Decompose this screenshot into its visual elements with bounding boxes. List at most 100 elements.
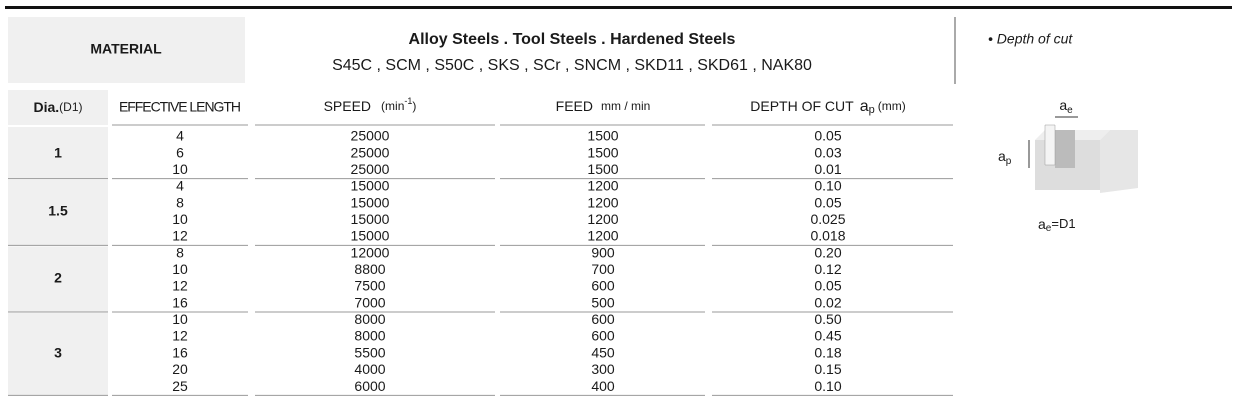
cell: 8800 bbox=[354, 261, 385, 277]
cell: 12 bbox=[172, 278, 188, 294]
cell: 0.10 bbox=[814, 378, 841, 394]
speed-unit: (min bbox=[381, 99, 404, 113]
cell: 1200 bbox=[587, 178, 618, 194]
cell: 300 bbox=[591, 361, 615, 377]
ap-symbol: a bbox=[998, 148, 1006, 164]
cell: 0.50 bbox=[814, 311, 841, 327]
cell: 600 bbox=[591, 311, 615, 327]
cell: 15000 bbox=[351, 194, 390, 210]
cell: 6000 bbox=[354, 378, 385, 394]
cell: 16 bbox=[172, 294, 188, 310]
note: • Depth of cut bbox=[988, 31, 1073, 47]
cell: 600 bbox=[591, 328, 615, 344]
cell: 15000 bbox=[351, 211, 390, 227]
depth-sub: p bbox=[869, 104, 875, 116]
feed-label: FEED bbox=[556, 98, 593, 114]
cell: 8000 bbox=[354, 328, 385, 344]
cell: 25000 bbox=[351, 144, 390, 160]
dia-cell bbox=[8, 313, 108, 396]
cell: 1200 bbox=[587, 228, 618, 244]
cell: 1500 bbox=[587, 128, 618, 144]
cell: 20 bbox=[172, 361, 188, 377]
cell: 6 bbox=[176, 144, 184, 160]
cell: 500 bbox=[591, 294, 615, 310]
cell: 25000 bbox=[351, 161, 390, 177]
dia-value: 1.5 bbox=[48, 203, 68, 219]
cell: 15000 bbox=[351, 178, 390, 194]
cell: 7500 bbox=[354, 278, 385, 294]
formula-rest: =D1 bbox=[1051, 216, 1075, 231]
ae-sub: e bbox=[1067, 105, 1073, 116]
cell: 4000 bbox=[354, 361, 385, 377]
cell: 0.03 bbox=[814, 144, 841, 160]
dia-cell bbox=[8, 179, 108, 246]
cell: 10 bbox=[172, 261, 188, 277]
depth-label: DEPTH OF CUT bbox=[750, 98, 854, 114]
cell: 25000 bbox=[351, 128, 390, 144]
length-header: EFFECTIVE LENGTH bbox=[119, 99, 241, 115]
dia-label: Dia. bbox=[33, 99, 59, 115]
cell: 700 bbox=[591, 261, 615, 277]
cell: 450 bbox=[591, 344, 615, 360]
depth-header: DEPTH OF CUT ap (mm) bbox=[750, 98, 905, 116]
cell: 10 bbox=[172, 311, 188, 327]
cell: 0.10 bbox=[814, 178, 841, 194]
cell: 25 bbox=[172, 378, 188, 394]
cell: 12 bbox=[172, 228, 188, 244]
dia-header-cell bbox=[8, 90, 108, 125]
depth-unit: (mm) bbox=[878, 99, 906, 113]
dia-cell bbox=[8, 127, 108, 179]
cell: 0.05 bbox=[814, 194, 841, 210]
dia-value: 2 bbox=[54, 269, 62, 285]
dia-value: 1 bbox=[54, 144, 62, 160]
ap-sub: p bbox=[1006, 156, 1012, 167]
cell: 0.15 bbox=[814, 361, 841, 377]
cell: 0.05 bbox=[814, 278, 841, 294]
dia-cell bbox=[8, 246, 108, 312]
cell: 0.20 bbox=[814, 244, 841, 260]
cell: 0.05 bbox=[814, 128, 841, 144]
cell: 12 bbox=[172, 328, 188, 344]
cell: 600 bbox=[591, 278, 615, 294]
svg-text:ae=D1: ae=D1 bbox=[1038, 216, 1076, 234]
cell: 1200 bbox=[587, 194, 618, 210]
cell: 400 bbox=[591, 378, 615, 394]
cell: 0.02 bbox=[814, 294, 841, 310]
cell: 4 bbox=[176, 128, 184, 144]
cell: 10 bbox=[172, 161, 188, 177]
cell: 0.12 bbox=[814, 261, 841, 277]
speed-exp: -1 bbox=[404, 96, 412, 106]
cell: 1500 bbox=[587, 144, 618, 160]
cell: 1200 bbox=[587, 211, 618, 227]
cell: 900 bbox=[591, 244, 615, 260]
depth-symbol: a bbox=[860, 98, 869, 115]
cell: 8 bbox=[176, 244, 184, 260]
cell: 10 bbox=[172, 211, 188, 227]
cell: 8000 bbox=[354, 311, 385, 327]
cell: 4 bbox=[176, 178, 184, 194]
dia-value: 3 bbox=[54, 344, 62, 360]
material-label: MATERIAL bbox=[90, 41, 162, 57]
cell: 12000 bbox=[351, 244, 390, 260]
cell: 0.025 bbox=[810, 211, 845, 227]
cell: 1500 bbox=[587, 161, 618, 177]
cell: 15000 bbox=[351, 228, 390, 244]
dia-unit: (D1) bbox=[59, 100, 82, 114]
cell: 0.18 bbox=[814, 344, 841, 360]
grades: S45C , SCM , S50C , SKS , SCr , SNCM , S… bbox=[332, 57, 812, 74]
cell: 7000 bbox=[354, 294, 385, 310]
ae-symbol: a bbox=[1059, 97, 1067, 113]
cell: 16 bbox=[172, 344, 188, 360]
material-cell bbox=[8, 17, 245, 83]
formula-symbol: a bbox=[1038, 216, 1046, 232]
svg-text:ae: ae bbox=[1059, 97, 1073, 116]
formula-sub: e bbox=[1046, 223, 1052, 234]
title: Alloy Steels . Tool Steels . Hardened St… bbox=[409, 31, 736, 48]
speed-unit-close: ) bbox=[412, 99, 416, 113]
feed-unit: mm / min bbox=[601, 99, 650, 113]
dia-header: Dia.(D1) bbox=[33, 99, 82, 115]
cell: 0.01 bbox=[814, 161, 841, 177]
svg-text:ap: ap bbox=[998, 148, 1012, 167]
speed-header: SPEED (min-1) bbox=[324, 96, 417, 113]
